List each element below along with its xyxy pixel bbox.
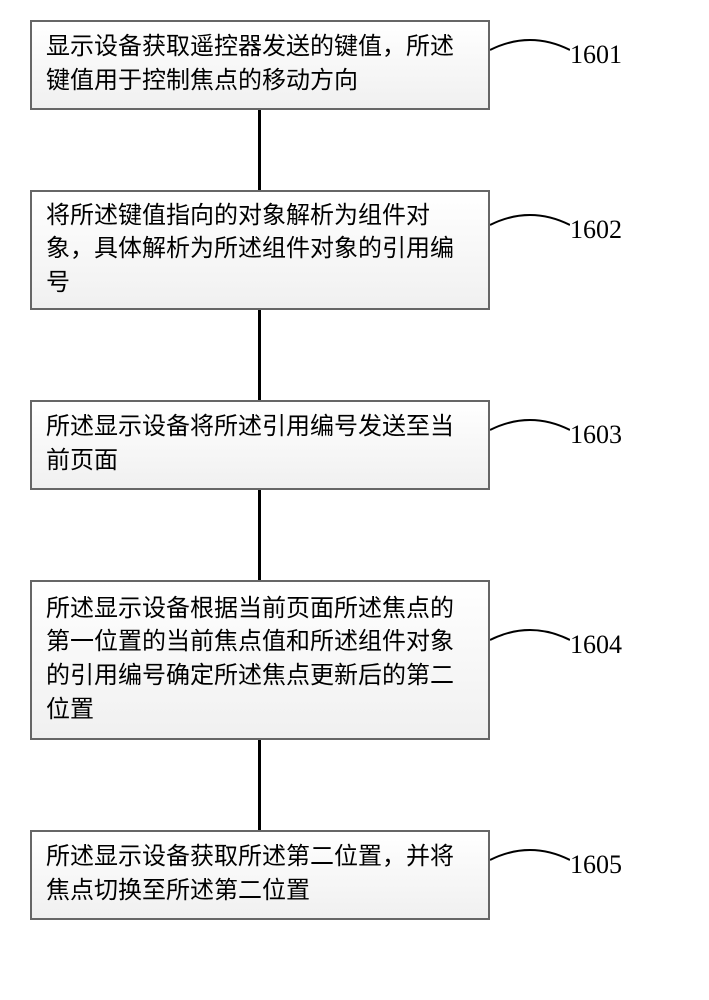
label-connector-curve xyxy=(490,30,570,70)
node-text: 显示设备获取遥控器发送的键值，所述键值用于控制焦点的移动方向 xyxy=(46,31,474,98)
node-label: 1602 xyxy=(570,215,622,245)
flowchart-edge xyxy=(258,110,261,190)
node-text: 所述显示设备将所述引用编号发送至当前页面 xyxy=(46,411,474,478)
label-connector-curve xyxy=(490,205,570,245)
flowchart-edge xyxy=(258,490,261,580)
flowchart-edge xyxy=(258,310,261,400)
node-text: 将所述键值指向的对象解析为组件对象，具体解析为所述组件对象的引用编号 xyxy=(46,200,474,301)
flowchart-container: 显示设备获取遥控器发送的键值，所述键值用于控制焦点的移动方向 1601 将所述键… xyxy=(0,0,709,1000)
label-connector-curve xyxy=(490,840,570,880)
flowchart-edge xyxy=(258,740,261,830)
node-label: 1603 xyxy=(570,420,622,450)
flowchart-node: 所述显示设备根据当前页面所述焦点的第一位置的当前焦点值和所述组件对象的引用编号确… xyxy=(30,580,490,740)
label-connector-curve xyxy=(490,620,570,660)
label-connector-curve xyxy=(490,410,570,450)
node-text: 所述显示设备根据当前页面所述焦点的第一位置的当前焦点值和所述组件对象的引用编号确… xyxy=(46,593,474,727)
node-label: 1604 xyxy=(570,630,622,660)
flowchart-node: 所述显示设备将所述引用编号发送至当前页面 xyxy=(30,400,490,490)
flowchart-node: 将所述键值指向的对象解析为组件对象，具体解析为所述组件对象的引用编号 xyxy=(30,190,490,310)
flowchart-node: 所述显示设备获取所述第二位置，并将焦点切换至所述第二位置 xyxy=(30,830,490,920)
node-text: 所述显示设备获取所述第二位置，并将焦点切换至所述第二位置 xyxy=(46,841,474,908)
node-label: 1605 xyxy=(570,850,622,880)
flowchart-node: 显示设备获取遥控器发送的键值，所述键值用于控制焦点的移动方向 xyxy=(30,20,490,110)
node-label: 1601 xyxy=(570,40,622,70)
